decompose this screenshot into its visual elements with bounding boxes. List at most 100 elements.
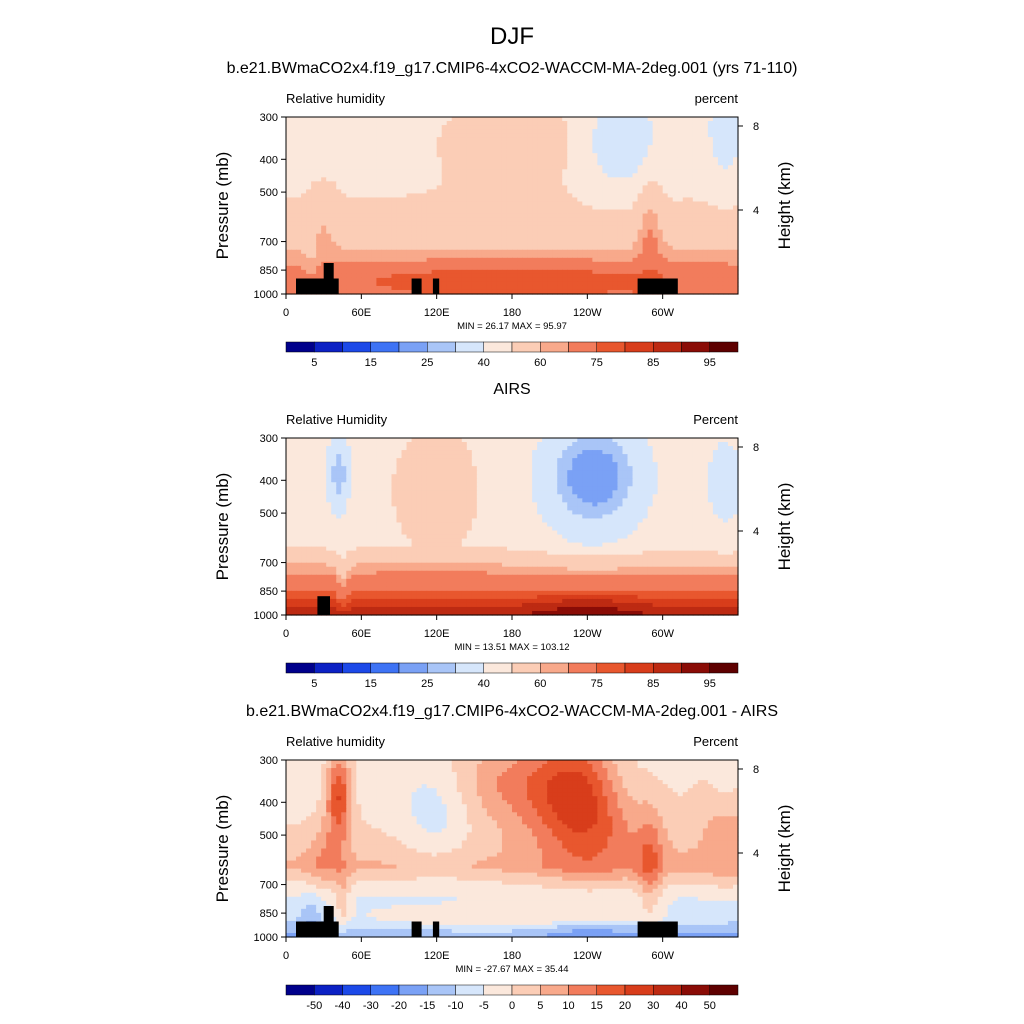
contour-cell	[712, 153, 719, 158]
contour-cell	[672, 458, 679, 463]
contour-cell	[667, 173, 674, 178]
contour-cell	[476, 213, 483, 219]
contour-cell	[697, 458, 704, 463]
contour-cell	[316, 137, 322, 142]
contour-cell	[522, 173, 528, 178]
contour-cell	[517, 169, 523, 174]
contour-cell	[351, 470, 357, 475]
contour-cell	[517, 229, 523, 235]
contour-cell	[421, 149, 428, 154]
contour-cell	[652, 189, 659, 195]
contour-cell	[717, 189, 724, 195]
contour-cell	[461, 205, 468, 211]
contour-cell	[522, 221, 528, 227]
contour-cell	[476, 117, 483, 122]
contour-cell	[441, 442, 448, 447]
contour-cell	[617, 253, 624, 259]
contour-cell	[491, 233, 498, 239]
contour-cell	[416, 213, 423, 219]
contour-cell	[316, 205, 322, 211]
contour-cell	[547, 125, 553, 130]
contour-cell	[632, 446, 639, 451]
contour-cell	[376, 249, 383, 255]
contour-cell	[451, 177, 458, 182]
contour-cell	[426, 466, 433, 471]
contour-cell	[512, 233, 518, 239]
contour-cell	[602, 253, 609, 259]
contour-cell	[567, 269, 573, 275]
contour-cell	[727, 269, 734, 275]
contour-cell	[486, 169, 493, 174]
contour-cell	[542, 177, 548, 182]
contour-cell	[401, 249, 408, 255]
contour-cell	[617, 125, 624, 130]
contour-cell	[371, 185, 377, 191]
contour-cell	[411, 438, 418, 443]
contour-cell	[687, 125, 694, 130]
contour-cell	[562, 462, 568, 467]
contour-cell	[366, 125, 372, 130]
colorbar-label: 5	[311, 357, 317, 369]
contour-cell	[532, 265, 538, 271]
contour-cell	[612, 205, 619, 211]
contour-cell	[381, 149, 388, 154]
contour-cell	[401, 165, 408, 170]
contour-cell	[391, 121, 398, 126]
contour-cell	[522, 121, 528, 126]
contour-cell	[617, 129, 624, 134]
contour-cell	[512, 137, 518, 142]
contour-cell	[572, 201, 578, 207]
contour-cell	[627, 237, 634, 243]
contour-cell	[587, 261, 593, 267]
contour-cell	[336, 165, 342, 170]
x-tick-label: 180	[503, 307, 521, 319]
contour-cell	[552, 225, 558, 231]
contour-cell	[291, 446, 297, 451]
contour-cell	[582, 181, 588, 186]
contour-cell	[527, 165, 533, 170]
contour-cell	[552, 466, 558, 471]
contour-cell	[732, 249, 739, 255]
contour-cell	[707, 261, 714, 267]
contour-cell	[692, 454, 699, 459]
contour-cell	[687, 281, 694, 287]
contour-cell	[562, 237, 568, 243]
contour-cell	[301, 213, 307, 219]
contour-cell	[441, 189, 448, 195]
contour-cell	[311, 233, 317, 239]
contour-cell	[592, 253, 598, 259]
contour-cell	[682, 442, 689, 447]
contour-cell	[351, 241, 357, 247]
contour-cell	[692, 474, 699, 479]
contour-cell	[587, 137, 593, 142]
contour-cell	[371, 450, 377, 455]
contour-cell	[496, 169, 503, 174]
contour-cell	[562, 273, 568, 279]
contour-cell	[286, 129, 292, 134]
contour-cell	[707, 229, 714, 235]
contour-cell	[441, 281, 448, 287]
contour-cell	[461, 197, 468, 203]
contour-cell	[732, 241, 739, 247]
contour-cell	[396, 462, 403, 467]
contour-cell	[512, 265, 518, 271]
contour-cell	[431, 454, 438, 459]
contour-cell	[376, 289, 383, 295]
contour-cell	[627, 466, 634, 471]
contour-cell	[326, 470, 332, 475]
contour-cell	[582, 185, 588, 191]
contour-cell	[336, 117, 342, 122]
contour-cell	[461, 145, 468, 150]
contour-cell	[376, 121, 383, 126]
contour-cell	[286, 201, 292, 207]
contour-cell	[336, 133, 342, 138]
contour-cell	[697, 217, 704, 223]
contour-cell	[672, 205, 679, 211]
contour-cell	[436, 137, 443, 142]
contour-cell	[727, 125, 734, 130]
contour-cell	[572, 446, 578, 451]
contour-cell	[401, 269, 408, 275]
contour-cell	[657, 261, 664, 267]
contour-cell	[652, 442, 659, 447]
contour-cell	[592, 241, 598, 247]
